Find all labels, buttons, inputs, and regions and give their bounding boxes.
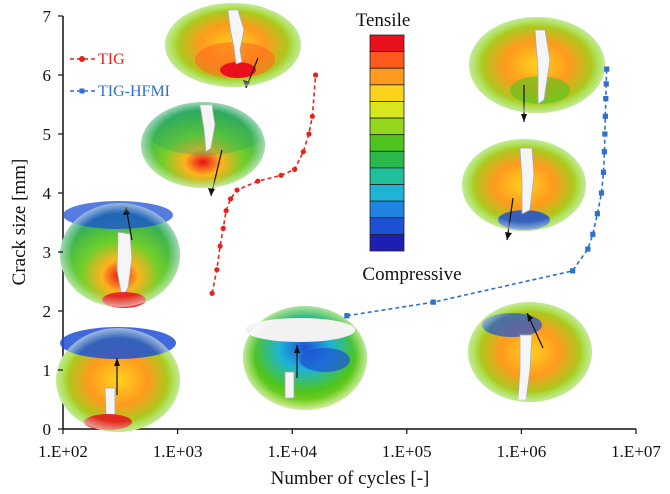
contour-image-tig-bottom bbox=[56, 327, 180, 432]
color-scale-cell bbox=[369, 51, 405, 69]
y-tick-label: 3 bbox=[43, 243, 52, 262]
contour-image-hfmi-middle bbox=[462, 139, 586, 241]
data-point-tig-hfmi bbox=[570, 268, 576, 274]
color-scale-cell bbox=[369, 184, 405, 202]
x-tick-label: 1.E+03 bbox=[153, 442, 203, 461]
contour-image-hfmi-bottom bbox=[468, 302, 592, 402]
contour-image-hfmi-top bbox=[469, 17, 605, 122]
color-scale-cell bbox=[369, 134, 405, 152]
color-scale-cell bbox=[369, 150, 405, 169]
data-point-tig-hfmi bbox=[602, 131, 608, 137]
legend-marker-tig-hfmi bbox=[79, 88, 85, 94]
data-point-tig bbox=[292, 166, 298, 172]
color-scale-cell bbox=[369, 167, 405, 185]
contour-image-hfmi-bottom-middle bbox=[243, 306, 367, 410]
data-point-tig bbox=[278, 172, 284, 178]
color-scale bbox=[369, 34, 405, 252]
data-point-tig-hfmi bbox=[604, 66, 610, 72]
data-point-tig-hfmi bbox=[603, 96, 609, 102]
data-point-tig-hfmi bbox=[603, 81, 609, 87]
color-scale-cell bbox=[369, 233, 405, 252]
data-point-tig bbox=[255, 178, 261, 184]
data-point-tig-hfmi bbox=[594, 211, 600, 217]
series-line-tig-hfmi bbox=[346, 69, 608, 317]
data-point-tig bbox=[220, 225, 226, 231]
y-tick-label: 0 bbox=[43, 420, 52, 439]
data-point-tig bbox=[309, 113, 315, 119]
data-point-tig bbox=[227, 196, 234, 202]
data-point-tig-hfmi bbox=[598, 190, 605, 196]
y-tick-label: 2 bbox=[43, 302, 52, 321]
color-scale-cell bbox=[369, 117, 405, 136]
data-point-tig bbox=[234, 187, 240, 193]
color-scale-top-label: Tensile bbox=[356, 10, 411, 31]
series-layer bbox=[209, 66, 610, 319]
data-point-tig-hfmi bbox=[602, 113, 608, 119]
y-tick-label: 5 bbox=[43, 125, 52, 144]
legend-label-tig-hfmi: TIG-HFMI bbox=[98, 83, 170, 100]
color-scale-bottom-label: Compressive bbox=[362, 264, 461, 285]
x-tick-label: 1.E+05 bbox=[382, 442, 432, 461]
color-scale-cell bbox=[369, 200, 405, 219]
x-tick-label: 1.E+02 bbox=[38, 442, 88, 461]
data-point-tig bbox=[223, 208, 229, 214]
y-axis-title: Crack size [mm] bbox=[9, 159, 30, 286]
y-tick-label: 6 bbox=[43, 66, 52, 85]
data-point-tig-hfmi bbox=[600, 169, 607, 175]
data-point-tig bbox=[209, 290, 215, 296]
data-point-tig bbox=[214, 267, 220, 273]
contour-image-tig-upper bbox=[141, 102, 265, 197]
contour-image-tig-top bbox=[165, 3, 301, 89]
color-scale-cell bbox=[369, 67, 405, 86]
data-point-tig-hfmi bbox=[601, 149, 608, 155]
series-line-tig bbox=[211, 74, 317, 294]
y-tick-label: 1 bbox=[43, 361, 52, 380]
axis-ticks: 0 1 2 3 4 5 6 7 1.E+02 1.E+03 1.E+04 1.E+05 1.E+06 1.… bbox=[38, 7, 661, 461]
data-point-tig bbox=[306, 131, 312, 137]
color-scale-cell bbox=[369, 34, 405, 53]
data-point-tig-hfmi bbox=[590, 231, 596, 237]
color-scale-cell bbox=[369, 84, 405, 102]
y-tick-label: 4 bbox=[43, 184, 52, 203]
data-point-tig bbox=[312, 72, 319, 78]
data-point-tig-hfmi bbox=[585, 246, 591, 252]
color-scale-cell bbox=[369, 101, 405, 119]
color-scale-cell bbox=[369, 217, 405, 235]
x-tick-label: 1.E+06 bbox=[497, 442, 547, 461]
legend-marker-tig bbox=[79, 56, 85, 62]
data-point-tig-hfmi bbox=[344, 313, 350, 319]
legend-label-tig: TIG bbox=[98, 51, 125, 68]
x-axis-title: Number of cycles [-] bbox=[271, 468, 430, 489]
legend: TIG TIG-HFMI bbox=[70, 51, 170, 100]
y-tick-label: 7 bbox=[43, 7, 52, 26]
data-point-tig bbox=[300, 149, 306, 155]
data-point-tig bbox=[217, 243, 223, 249]
contour-image-tig-middle bbox=[60, 201, 180, 308]
x-tick-label: 1.E+07 bbox=[611, 442, 661, 461]
data-point-tig-hfmi bbox=[430, 299, 436, 305]
x-tick-label: 1.E+04 bbox=[267, 442, 317, 461]
